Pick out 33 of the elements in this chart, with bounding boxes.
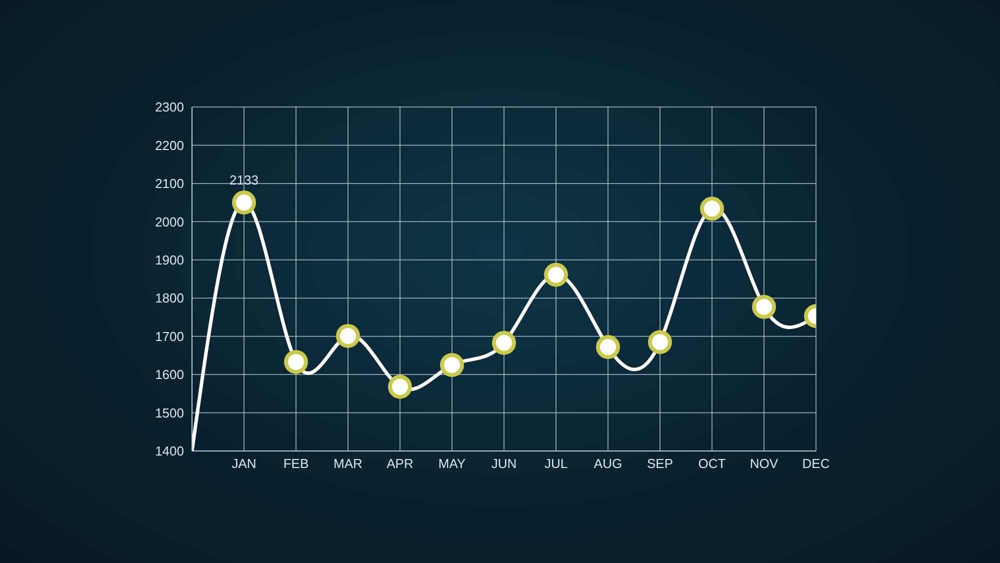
y-tick-label: 2000 xyxy=(155,214,184,230)
y-tick-label: 1700 xyxy=(155,328,184,344)
point xyxy=(388,374,412,399)
point xyxy=(700,196,724,221)
x-tick-label: MAR xyxy=(334,456,362,472)
y-tick-label: 1500 xyxy=(155,405,184,420)
point xyxy=(544,262,568,287)
x-tick-label: AUG xyxy=(594,456,622,472)
y-tick-label: 1900 xyxy=(155,252,184,268)
y-tick-label: 2300 xyxy=(155,100,184,115)
x-tick-label: SEP xyxy=(646,456,674,472)
y-tick-label: 2200 xyxy=(155,138,184,153)
y-tick-label: 2100 xyxy=(155,176,184,192)
y-tick-label: 1600 xyxy=(155,367,184,382)
x-tick-label: APR xyxy=(386,456,414,472)
point xyxy=(284,350,308,374)
point xyxy=(232,190,256,215)
x-tick-label: JUN xyxy=(491,456,517,472)
point xyxy=(648,330,672,354)
point xyxy=(336,324,360,348)
y-tick-label: 1400 xyxy=(155,444,184,459)
x-tick-label: NOV xyxy=(750,456,778,472)
point xyxy=(596,335,620,360)
x-tick-label: DEC xyxy=(802,456,830,472)
x-tick-label: JUL xyxy=(544,456,568,472)
x-tick-label: MAY xyxy=(438,456,466,472)
point xyxy=(492,330,516,355)
point xyxy=(752,294,776,319)
x-tick-label: FEB xyxy=(283,456,309,472)
x-tick-label: JAN xyxy=(232,456,256,472)
x-tick-label: OCT xyxy=(698,456,726,472)
point xyxy=(440,353,464,377)
y-tick-label: 1800 xyxy=(155,290,184,306)
